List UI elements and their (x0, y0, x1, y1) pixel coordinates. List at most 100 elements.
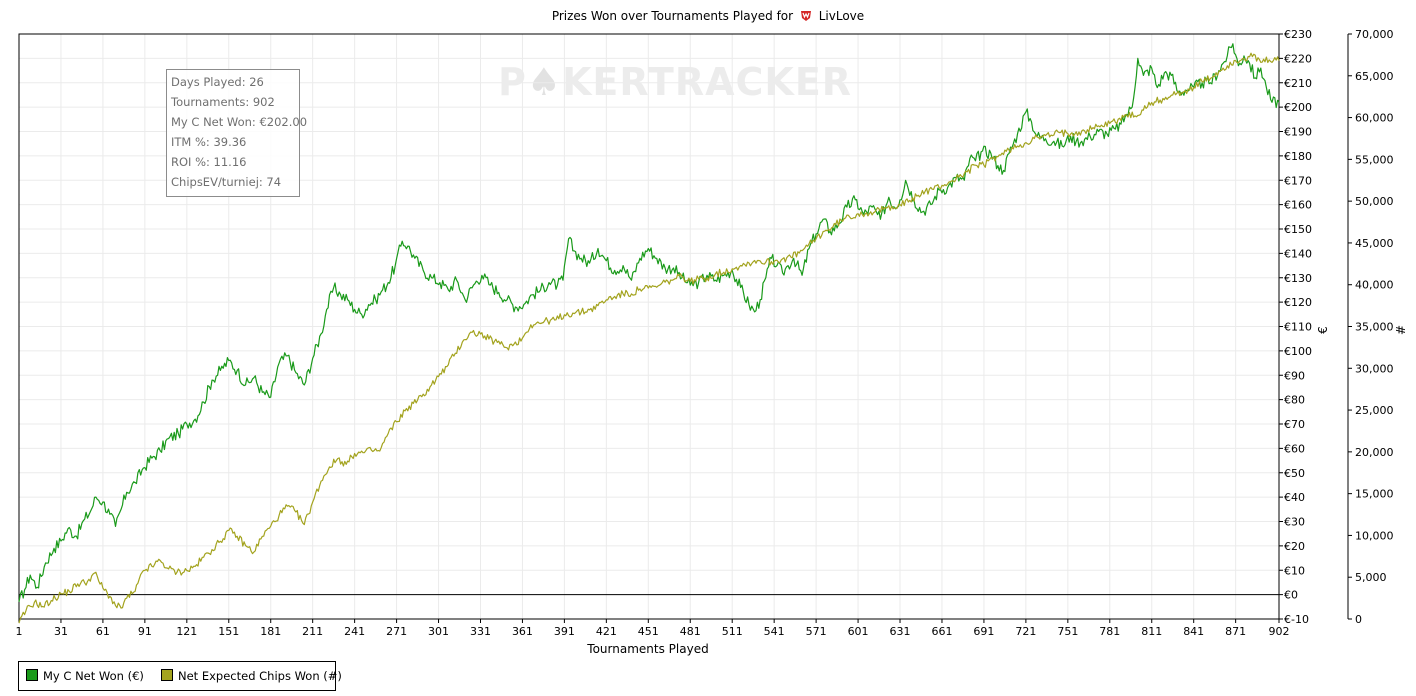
y-right-tick-label: 15,000 (1355, 488, 1394, 501)
y-right-tick-label: 45,000 (1355, 237, 1394, 250)
y-left-tick-label: €0 (1284, 589, 1298, 602)
y-left-tick-label: €140 (1284, 247, 1312, 260)
y-right-tick-label: 20,000 (1355, 446, 1394, 459)
stats-box: Days Played: 26 Tournaments: 902 My C Ne… (166, 69, 308, 197)
y-axis-right-label: # (1394, 325, 1408, 335)
x-tick-label: 211 (302, 625, 323, 638)
x-tick-label: 271 (386, 625, 407, 638)
y-left-tick-label: €160 (1284, 199, 1312, 212)
x-tick-label: 301 (428, 625, 449, 638)
y-right-tick-label: 35,000 (1355, 321, 1394, 334)
chart-title: Prizes Won over Tournaments Played for L… (0, 9, 1416, 23)
legend-item-expected-chips[interactable]: Net Expected Chips Won (#) (161, 669, 342, 683)
x-tick-label: 481 (680, 625, 701, 638)
y-right-tick-label: 60,000 (1355, 112, 1394, 125)
x-tick-label: 1 (16, 625, 23, 638)
y-left-tick-label: €210 (1284, 77, 1312, 90)
y-right-tick-label: 25,000 (1355, 404, 1394, 417)
x-tick-label: 181 (260, 625, 281, 638)
stat-roi: ROI %: 11.16 (171, 155, 247, 169)
x-tick-label: 91 (138, 625, 152, 638)
x-tick-label: 511 (722, 625, 743, 638)
x-tick-label: 61 (96, 625, 110, 638)
y-left-tick-label: €30 (1284, 516, 1305, 529)
y-right-tick-label: 0 (1355, 613, 1362, 626)
y-left-tick-label: €150 (1284, 223, 1312, 236)
x-tick-label: 241 (344, 625, 365, 638)
y-right-tick-label: 30,000 (1355, 362, 1394, 375)
y-axis-left-label: € (1316, 326, 1330, 334)
stat-tournaments: Tournaments: 902 (171, 95, 275, 109)
x-tick-label: 721 (1015, 625, 1036, 638)
x-tick-label: 811 (1141, 625, 1162, 638)
y-right-tick-label: 65,000 (1355, 70, 1394, 83)
stat-chips-ev: ChipsEV/turniej: 74 (171, 175, 282, 189)
x-tick-label: 902 (1269, 625, 1290, 638)
poker-site-logo-icon (800, 11, 811, 21)
stat-itm: ITM %: 39.36 (171, 135, 247, 149)
grid (19, 33, 1280, 620)
y-right-tick-label: 10,000 (1355, 529, 1394, 542)
y-left-tick-label: €110 (1284, 321, 1312, 334)
x-tick-label: 781 (1099, 625, 1120, 638)
x-tick-label: 421 (596, 625, 617, 638)
y-right-tick-label: 50,000 (1355, 195, 1394, 208)
x-tick-label: 361 (512, 625, 533, 638)
y-left-tick-label: €130 (1284, 272, 1312, 285)
y-left-tick-label: €190 (1284, 126, 1312, 139)
x-tick-label: 121 (176, 625, 197, 638)
y-right-tick-label: 55,000 (1355, 153, 1394, 166)
x-tick-label: 571 (806, 625, 827, 638)
x-tick-label: 601 (848, 625, 869, 638)
x-tick-label: 151 (218, 625, 239, 638)
series-line-net-won (18, 43, 1280, 603)
y-left-tick-label: €80 (1284, 394, 1305, 407)
x-tick-label: 751 (1057, 625, 1078, 638)
y-right-tick-label: 5,000 (1355, 571, 1387, 584)
x-tick-label: 391 (554, 625, 575, 638)
x-tick-label: 661 (931, 625, 952, 638)
series-line-expected-chips (18, 52, 1280, 624)
legend-label-net-won: My C Net Won (€) (43, 669, 144, 683)
chart-title-text: Prizes Won over Tournaments Played for (551, 9, 794, 23)
x-axis-label: Tournaments Played (586, 642, 708, 656)
x-tick-label: 541 (764, 625, 785, 638)
player-name: LivLove (818, 9, 865, 23)
stat-days-played: Days Played: 26 (171, 75, 264, 89)
y-left-tick-label: €20 (1284, 540, 1305, 553)
y-left-tick-label: €100 (1284, 345, 1312, 358)
y-left-tick-label: €170 (1284, 174, 1312, 187)
series-layer (18, 43, 1280, 624)
y-right-tick-label: 40,000 (1355, 279, 1394, 292)
x-tick-label: 691 (973, 625, 994, 638)
legend-swatch-net-won (26, 669, 38, 681)
legend-label-expected-chips: Net Expected Chips Won (#) (178, 669, 342, 683)
y-left-tick-label: €40 (1284, 491, 1305, 504)
x-tick-label: 871 (1225, 625, 1246, 638)
y-right-tick-label: 70,000 (1355, 28, 1394, 41)
y-left-tick-label: €180 (1284, 150, 1312, 163)
tick-labels: €-10€0€10€20€30€40€50€60€70€80€90€100€11… (16, 28, 1394, 638)
plot-frame (18, 33, 1280, 620)
y-left-tick-label: €90 (1284, 369, 1305, 382)
y-left-tick-label: €220 (1284, 52, 1312, 65)
y-left-tick-label: €-10 (1284, 613, 1309, 626)
y-left-tick-label: €200 (1284, 101, 1312, 114)
legend-item-net-won[interactable]: My C Net Won (€) (26, 669, 144, 683)
x-tick-label: 331 (470, 625, 491, 638)
legend: My C Net Won (€) Net Expected Chips Won … (18, 661, 342, 691)
x-tick-label: 841 (1183, 625, 1204, 638)
legend-swatch-expected-chips (161, 669, 173, 681)
x-tick-label: 451 (638, 625, 659, 638)
y-left-tick-label: €230 (1284, 28, 1312, 41)
y-left-tick-label: €10 (1284, 564, 1305, 577)
poker-tracker-watermark: P♠KERTRACKER (498, 60, 853, 104)
x-tick-label: 631 (890, 625, 911, 638)
y-left-tick-label: €50 (1284, 467, 1305, 480)
x-tick-label: 31 (54, 625, 68, 638)
axes (18, 33, 1352, 623)
stat-net-won: My C Net Won: €202.00 (171, 115, 308, 129)
y-left-tick-label: €120 (1284, 296, 1312, 309)
y-left-tick-label: €60 (1284, 442, 1305, 455)
